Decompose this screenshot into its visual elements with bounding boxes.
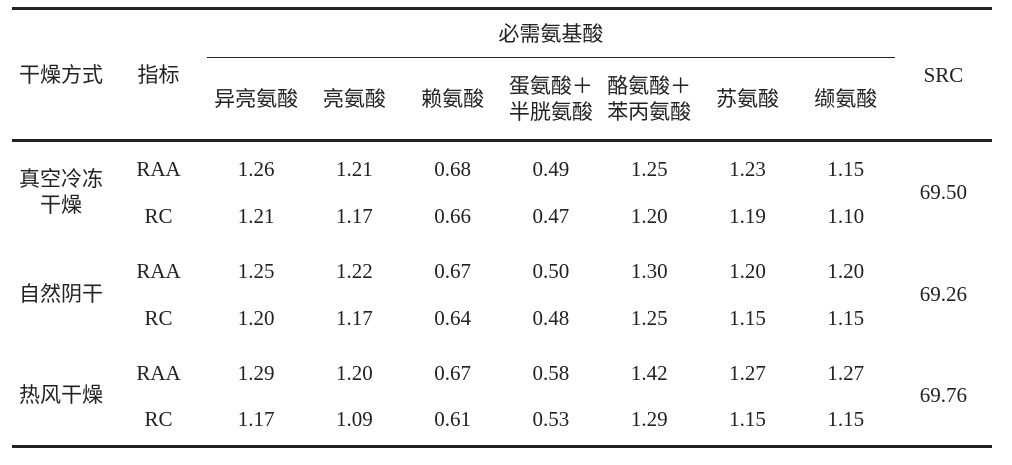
table-row: RC 1.21 1.17 0.66 0.47 1.20 1.19 1.10 bbox=[12, 192, 992, 243]
value-cell: 1.29 bbox=[630, 406, 668, 431]
header-text: 缬氨酸 bbox=[814, 86, 878, 111]
value-cell: 1.20 bbox=[729, 258, 766, 283]
header-cell: 苏氨酸 bbox=[698, 57, 797, 142]
value-cell: 1.15 bbox=[729, 305, 766, 330]
table-row: 真空冷冻干燥 RAA 1.26 1.21 0.68 0.49 1.25 1.23 1.15 69.… bbox=[12, 141, 992, 217]
value-cell: 1.20 bbox=[827, 258, 865, 283]
method-cell: 自然阴干 bbox=[12, 243, 110, 345]
value-cell: 1.09 bbox=[336, 406, 373, 431]
value-cell: 0.68 bbox=[434, 157, 472, 182]
value-cell: 1.15 bbox=[729, 406, 766, 431]
value-cell: 1.26 bbox=[237, 157, 275, 182]
value-cell: 1.15 bbox=[827, 406, 865, 431]
indicator-cell: RC bbox=[144, 305, 173, 330]
value-cell: 0.67 bbox=[434, 258, 472, 283]
value-cell: 1.30 bbox=[630, 258, 668, 283]
value-cell: 0.64 bbox=[434, 305, 472, 330]
value-cell: 1.15 bbox=[827, 305, 865, 330]
header-row: 干燥方式 指标 必需氨基酸 SRC bbox=[12, 8, 992, 142]
table-row: RC 1.17 1.09 0.61 0.53 1.29 1.15 1.15 bbox=[12, 396, 992, 447]
value-cell: 1.21 bbox=[237, 203, 275, 228]
table-body: 真空冷冻干燥 RAA 1.26 1.21 0.68 0.49 1.25 1.23 1.15 69.… bbox=[12, 141, 992, 447]
value-cell: 0.49 bbox=[532, 157, 570, 182]
value-cell: 1.19 bbox=[729, 203, 766, 228]
value-cell: 1.21 bbox=[336, 157, 373, 182]
value-cell: 1.10 bbox=[827, 203, 865, 228]
header-cell: 缬氨酸 bbox=[796, 57, 895, 142]
header-text: 异亮氨酸 bbox=[214, 86, 299, 111]
value-cell: 0.53 bbox=[532, 406, 570, 431]
table-row: RC 1.20 1.17 0.64 0.48 1.25 1.15 1.15 bbox=[12, 294, 992, 345]
value-cell: 1.25 bbox=[630, 305, 668, 330]
value-cell: 1.20 bbox=[336, 360, 373, 385]
method-cell: 热风干燥 bbox=[12, 345, 110, 447]
header-text: 蛋氨酸＋半胱氨酸 bbox=[508, 73, 593, 124]
value-cell: 1.22 bbox=[336, 258, 373, 283]
indicator-cell: RC bbox=[144, 203, 173, 228]
header-cell: 蛋氨酸＋半胱氨酸 bbox=[501, 57, 601, 142]
amino-acid-table: 干燥方式 指标 必需氨基酸 SRC 异亮氨酸 亮氨酸 赖氨酸 蛋氨酸＋半胱氨酸 酪氨酸＋… bbox=[12, 7, 992, 448]
header-cell: 干燥方式 bbox=[12, 8, 110, 142]
indicator-cell: RAA bbox=[136, 360, 181, 385]
value-cell: 0.47 bbox=[532, 203, 570, 228]
page: 干燥方式 指标 必需氨基酸 SRC 异亮氨酸 亮氨酸 赖氨酸 蛋氨酸＋半胱氨酸 酪氨酸＋… bbox=[12, 7, 992, 448]
indicator-cell: RAA bbox=[136, 157, 181, 182]
value-cell: 1.23 bbox=[729, 157, 766, 182]
header-cell: 指标 bbox=[110, 8, 207, 142]
method-text: 真空冷冻干燥 bbox=[19, 167, 103, 218]
value-cell: 1.27 bbox=[827, 360, 865, 385]
src-cell: 69.76 bbox=[919, 382, 968, 407]
header-text: 亮氨酸 bbox=[322, 86, 386, 111]
value-cell: 1.27 bbox=[729, 360, 766, 385]
value-cell: 1.25 bbox=[237, 258, 275, 283]
src-cell: 69.50 bbox=[919, 180, 968, 205]
value-cell: 0.48 bbox=[532, 305, 570, 330]
value-cell: 0.61 bbox=[434, 406, 472, 431]
value-cell: 1.17 bbox=[336, 203, 373, 228]
header-row: 异亮氨酸 亮氨酸 赖氨酸 蛋氨酸＋半胱氨酸 酪氨酸＋苯丙氨酸 苏氨酸 缬氨酸 bbox=[12, 57, 992, 142]
value-cell: 1.17 bbox=[237, 406, 275, 431]
value-cell: 0.58 bbox=[532, 360, 570, 385]
src-cell: 69.26 bbox=[919, 281, 968, 306]
method-text: 自然阴干 bbox=[19, 281, 103, 306]
method-cell: 真空冷冻干燥 bbox=[12, 141, 110, 243]
indicator-cell: RAA bbox=[136, 258, 181, 283]
value-cell: 0.67 bbox=[434, 360, 472, 385]
value-cell: 0.66 bbox=[434, 203, 472, 228]
method-text: 热风干燥 bbox=[19, 382, 103, 407]
header-cell: SRC bbox=[894, 8, 992, 142]
indicator-cell: RC bbox=[144, 406, 173, 431]
value-cell: 1.42 bbox=[630, 360, 668, 385]
header-cell: 赖氨酸 bbox=[403, 57, 502, 142]
table-row: 热风干燥 RAA 1.29 1.20 0.67 0.58 1.42 1.27 1.27 69.76 bbox=[12, 345, 992, 407]
group-header: 必需氨基酸 bbox=[207, 8, 895, 58]
table-head: 干燥方式 指标 必需氨基酸 SRC 异亮氨酸 亮氨酸 赖氨酸 蛋氨酸＋半胱氨酸 酪氨酸＋… bbox=[12, 8, 992, 142]
value-cell: 1.29 bbox=[237, 360, 275, 385]
value-cell: 1.15 bbox=[827, 157, 865, 182]
header-cell: 异亮氨酸 bbox=[207, 57, 306, 142]
header-text: 酪氨酸＋苯丙氨酸 bbox=[607, 73, 692, 124]
value-cell: 0.50 bbox=[532, 258, 570, 283]
value-cell: 1.20 bbox=[237, 305, 275, 330]
value-cell: 1.17 bbox=[336, 305, 373, 330]
value-cell: 1.25 bbox=[630, 157, 668, 182]
header-cell: 酪氨酸＋苯丙氨酸 bbox=[600, 57, 699, 142]
table-row: 自然阴干 RAA 1.25 1.22 0.67 0.50 1.30 1.20 1.20 69.26 bbox=[12, 243, 992, 306]
header-cell: 亮氨酸 bbox=[305, 57, 404, 142]
header-text: 赖氨酸 bbox=[421, 86, 485, 111]
value-cell: 1.20 bbox=[630, 203, 668, 228]
header-text: 苏氨酸 bbox=[715, 86, 779, 111]
